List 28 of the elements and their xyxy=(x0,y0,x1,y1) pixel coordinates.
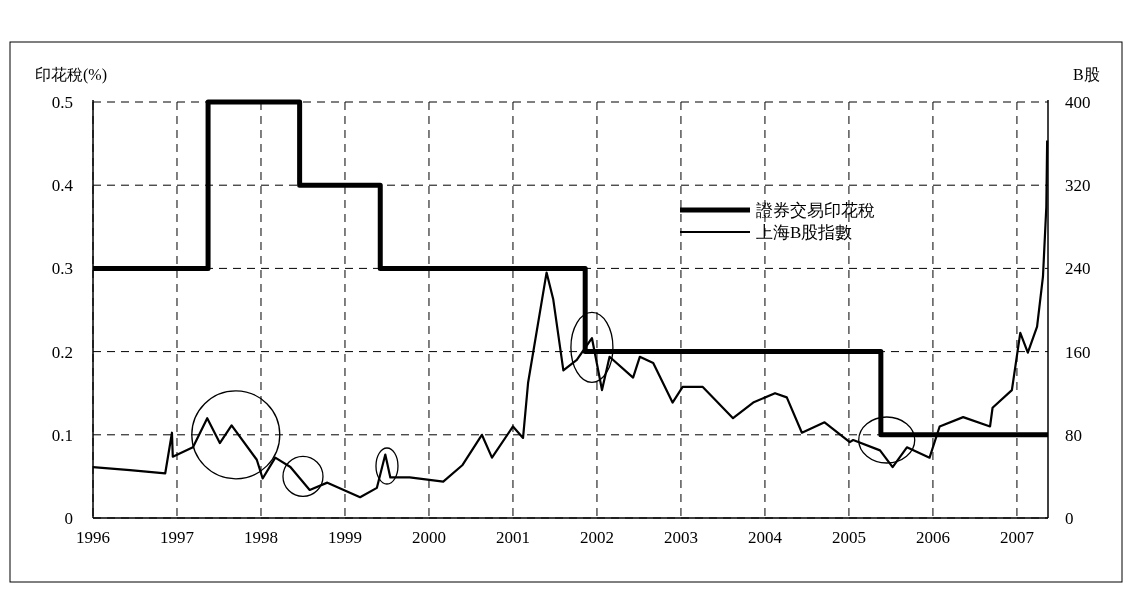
y-tick-label: 0.3 xyxy=(51,259,73,279)
y-tick-label: 0.1 xyxy=(51,425,73,445)
x-tick-label: 2006 xyxy=(915,528,950,547)
y-tick-label: 0.2 xyxy=(51,342,73,362)
legend-label: 證券交易印花稅 xyxy=(756,201,875,220)
x-tick-label: 2003 xyxy=(663,528,698,547)
y2-tick-label: 0 xyxy=(1065,509,1074,528)
y2-tick-label: 400 xyxy=(1065,93,1091,112)
x-tick-label: 1997 xyxy=(159,528,195,547)
y-axis-title: 印花稅(%) xyxy=(35,66,107,84)
x-tick-label: 2005 xyxy=(831,528,866,547)
y2-tick-label: 320 xyxy=(1065,176,1091,196)
y2-axis-title: B股 xyxy=(1073,66,1100,83)
x-tick-label: 2001 xyxy=(495,528,530,547)
x-tick-label: 1996 xyxy=(76,528,110,547)
y-tick-label: 0.5 xyxy=(51,93,73,112)
x-tick-label: 2000 xyxy=(411,528,446,547)
x-tick-label: 2004 xyxy=(747,528,783,547)
x-tick-label: 1999 xyxy=(327,528,362,547)
y2-tick-label: 240 xyxy=(1065,259,1091,279)
legend-label: 上海B股指數 xyxy=(756,223,853,242)
x-tick-label: 1998 xyxy=(243,528,278,547)
y-tick-label: 0.4 xyxy=(51,176,74,196)
y2-tick-label: 160 xyxy=(1065,342,1091,362)
y-tick-label: 0 xyxy=(64,509,73,528)
x-tick-label: 2007 xyxy=(999,528,1035,547)
x-tick-label: 2002 xyxy=(579,528,614,547)
y2-tick-label: 80 xyxy=(1065,425,1082,445)
